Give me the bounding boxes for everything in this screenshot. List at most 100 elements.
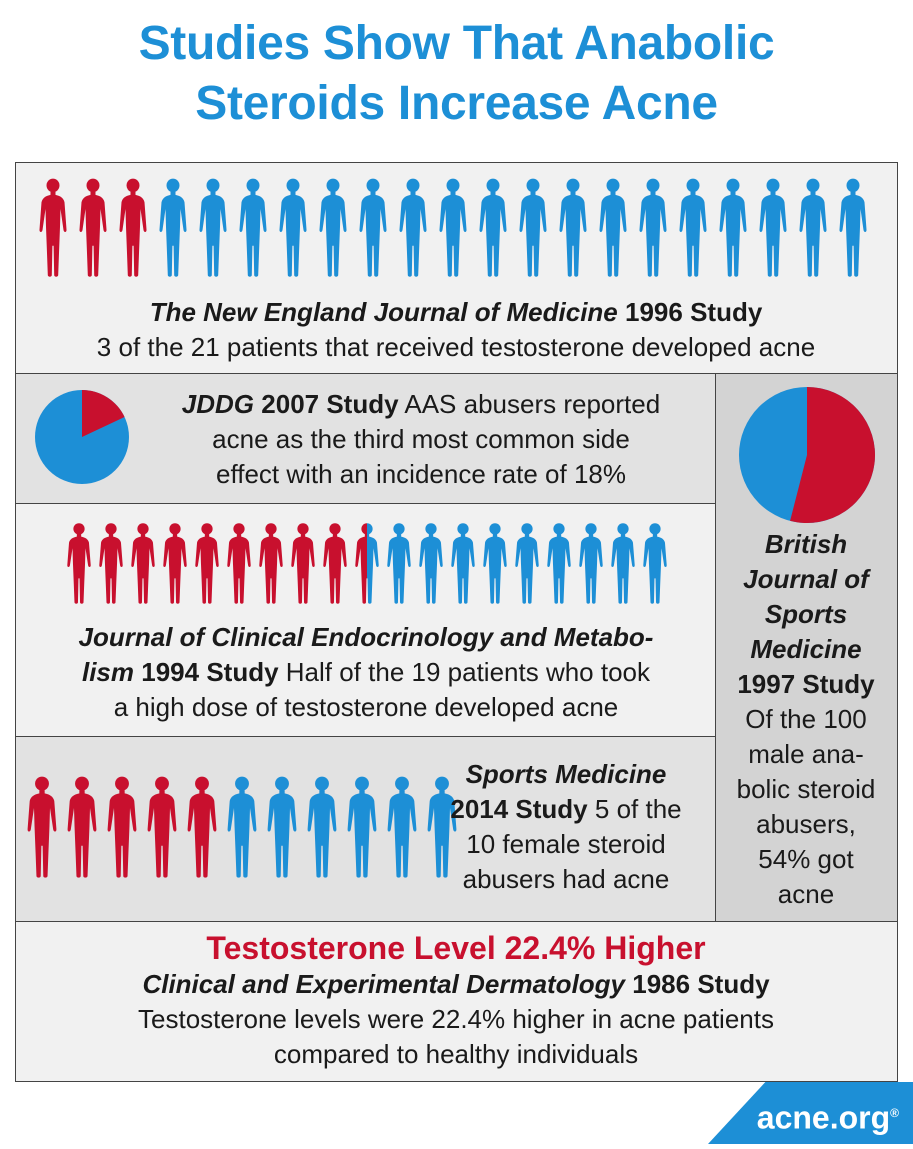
- person-figure-acne: [194, 522, 220, 608]
- person-figure: [346, 775, 378, 883]
- jddg-desc-1: AAS abusers reported: [404, 389, 661, 419]
- person-figure: [438, 177, 468, 282]
- jddg-desc-3: effect with an incidence rate of 18%: [216, 459, 626, 489]
- jcem-study-panel: Journal of Clinical Endocrinology and Me…: [15, 503, 717, 738]
- person-figure-acne: [38, 177, 68, 282]
- person-figure: [598, 177, 628, 282]
- person-figure: [226, 775, 258, 883]
- bjsm-journal-2: Journal of: [743, 564, 869, 594]
- person-figure-acne: [162, 522, 188, 608]
- ced-desc-2: compared to healthy individuals: [273, 1039, 639, 1069]
- sportsmed-journal: Sports Medicine: [465, 759, 667, 789]
- sportsmed-desc-2: 10 female steroid: [466, 829, 666, 859]
- bjsm-text: British Journal of Sports Medicine 1997 …: [716, 527, 896, 912]
- jddg-text: JDDG 2007 Study AAS abusers reported acn…: [141, 387, 701, 492]
- person-figure-acne: [130, 522, 156, 608]
- jddg-study-panel: JDDG 2007 Study AAS abusers reported acn…: [15, 373, 717, 505]
- ced-study-panel: Testosterone Level 22.4% Higher Clinical…: [15, 921, 898, 1082]
- jddg-year: 2007 Study: [261, 389, 399, 419]
- person-figure-acne: [290, 522, 316, 608]
- person-figure: [478, 177, 508, 282]
- jcem-year: 1994 Study: [141, 657, 279, 687]
- jcem-desc-1: Half of the 19 patients who took: [285, 657, 651, 687]
- bjsm-journal-4: Medicine: [750, 634, 862, 664]
- person-figure: [578, 522, 604, 608]
- person-figure-acne: [106, 775, 138, 883]
- person-figure: [642, 522, 668, 608]
- person-figure: [838, 177, 868, 282]
- person-figure: [238, 177, 268, 282]
- jcem-desc-2: a high dose of testosterone developed ac…: [113, 692, 619, 722]
- person-figure-acne: [118, 177, 148, 282]
- person-figure: [158, 177, 188, 282]
- person-figure: [798, 177, 828, 282]
- person-figure: [386, 775, 418, 883]
- page-title: Studies Show That Anabolic Steroids Incr…: [138, 17, 775, 130]
- person-figure: [718, 177, 748, 282]
- person-figure-acne: [226, 522, 252, 608]
- jcem-text: Journal of Clinical Endocrinology and Me…: [16, 620, 716, 725]
- person-figure: [482, 522, 508, 608]
- person-figure: [514, 522, 540, 608]
- person-figure: [306, 775, 338, 883]
- bjsm-desc-4: abusers,: [756, 809, 856, 839]
- bjsm-desc-2: male ana-: [748, 739, 864, 769]
- bjsm-desc-3: bolic steroid: [736, 774, 876, 804]
- person-figure: [758, 177, 788, 282]
- bjsm-pie-chart: [739, 387, 876, 523]
- person-figure: [546, 522, 572, 608]
- jcem-figure-row: [66, 522, 674, 608]
- nejm-year: 1996 Study: [625, 297, 763, 327]
- ced-text: Testosterone Level 22.4% Higher Clinical…: [16, 929, 896, 1072]
- person-figure-acne: [78, 177, 108, 282]
- jddg-journal: JDDG: [181, 389, 255, 419]
- bjsm-desc-5: 54% got: [758, 844, 854, 874]
- bjsm-pie-slice: [790, 387, 876, 523]
- bjsm-desc-1: Of the 100: [745, 704, 867, 734]
- jddg-pie-slice: [82, 390, 125, 437]
- person-figure: [318, 177, 348, 282]
- bjsm-journal-3: Sports: [764, 599, 848, 629]
- person-figure: [678, 177, 708, 282]
- sportsmed-desc-1: 5 of the: [594, 794, 682, 824]
- person-figure: [518, 177, 548, 282]
- sportsmed-study-panel: Sports Medicine 2014 Study 5 of the 10 f…: [15, 736, 717, 923]
- jddg-desc-2: acne as the third most common side: [212, 424, 630, 454]
- nejm-figure-row: [38, 177, 878, 282]
- acne-org-logo: acne.org®: [708, 1082, 913, 1144]
- person-figure: [398, 177, 428, 282]
- person-figure: [198, 177, 228, 282]
- person-figure: [418, 522, 444, 608]
- bjsm-journal-1: British: [764, 529, 848, 559]
- nejm-text: The New England Journal of Medicine 1996…: [16, 295, 896, 365]
- person-figure-acne: [66, 522, 92, 608]
- person-figure-acne: [322, 522, 348, 608]
- person-figure-acne: [26, 775, 58, 883]
- person-figure: [638, 177, 668, 282]
- person-figure-acne: [146, 775, 178, 883]
- jddg-pie-chart: [35, 390, 129, 484]
- person-figure-acne: [258, 522, 284, 608]
- person-figure: [558, 177, 588, 282]
- sportsmed-desc-3: abusers had acne: [462, 864, 670, 894]
- bjsm-desc-6: acne: [777, 879, 835, 909]
- ced-headline: Testosterone Level 22.4% Higher: [206, 930, 706, 966]
- jcem-journal-1: Journal of Clinical Endocrinology and Me…: [78, 622, 654, 652]
- nejm-journal: The New England Journal of Medicine: [149, 297, 618, 327]
- nejm-study-panel: The New England Journal of Medicine 1996…: [15, 162, 898, 375]
- person-figure: [610, 522, 636, 608]
- ced-desc-1: Testosterone levels were 22.4% higher in…: [138, 1004, 774, 1034]
- sportsmed-figure-row: [26, 775, 466, 883]
- bjsm-study-panel: British Journal of Sports Medicine 1997 …: [715, 373, 898, 923]
- sportsmed-text: Sports Medicine 2014 Study 5 of the 10 f…: [426, 757, 706, 897]
- ced-year: 1986 Study: [632, 969, 770, 999]
- ced-journal: Clinical and Experimental Dermatology: [142, 969, 626, 999]
- person-figure: [386, 522, 412, 608]
- bjsm-year: 1997 Study: [737, 669, 875, 699]
- person-figure-acne: [186, 775, 218, 883]
- sportsmed-year: 2014 Study: [450, 794, 588, 824]
- person-figure-acne: [66, 775, 98, 883]
- person-figure: [358, 177, 388, 282]
- jcem-journal-2: lism: [81, 657, 135, 687]
- person-figure-acne: [98, 522, 124, 608]
